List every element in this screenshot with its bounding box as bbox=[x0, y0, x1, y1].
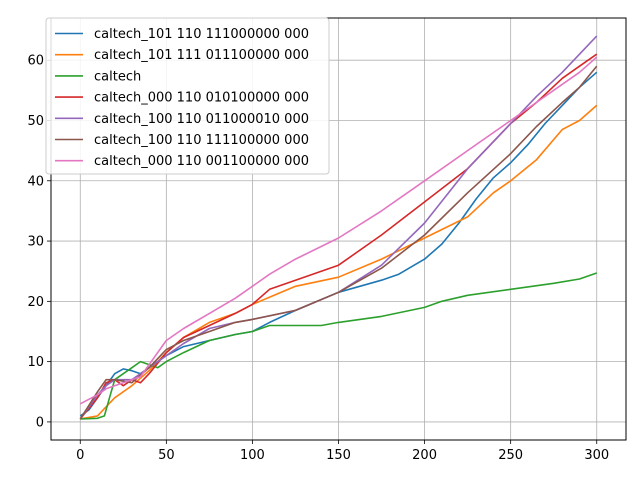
y-tick-label: 10 bbox=[27, 355, 44, 370]
y-axis: 0 10 20 30 40 50 60 bbox=[27, 54, 51, 430]
series-line-1 bbox=[79, 71, 598, 417]
legend-label-2: caltech_101 111 011100000 000 bbox=[94, 48, 309, 63]
series-line-2 bbox=[80, 104, 598, 420]
legend-label-7: caltech_000 110 001100000 000 bbox=[94, 154, 309, 169]
series-layer bbox=[79, 35, 598, 420]
y-tick-label: 0 bbox=[36, 415, 44, 430]
x-tick-label: 300 bbox=[584, 448, 609, 463]
x-tick-label: 0 bbox=[76, 448, 84, 463]
y-tick-label: 20 bbox=[27, 295, 44, 310]
y-tick-label: 30 bbox=[27, 235, 44, 250]
legend-label-4: caltech_000 110 010100000 000 bbox=[94, 91, 309, 106]
x-tick-label: 250 bbox=[498, 448, 523, 463]
y-tick-label: 60 bbox=[27, 54, 44, 69]
y-tick-label: 40 bbox=[27, 174, 44, 189]
x-axis: 0 50 100 150 200 250 300 bbox=[76, 440, 609, 463]
legend-label-5: caltech_100 110 011000010 000 bbox=[94, 112, 309, 127]
x-tick-label: 50 bbox=[158, 448, 175, 463]
legend-label-1: caltech_101 110 111000000 000 bbox=[94, 27, 309, 42]
y-tick-label: 50 bbox=[27, 114, 44, 129]
legend-label-6: caltech_100 110 111100000 000 bbox=[94, 133, 309, 148]
grid-lines bbox=[51, 18, 626, 440]
x-tick-label: 150 bbox=[326, 448, 351, 463]
legend-box bbox=[45, 17, 330, 175]
series-line-3 bbox=[80, 272, 597, 420]
x-tick-label: 100 bbox=[240, 448, 265, 463]
legend: caltech_101 110 111000000 000 caltech_101… bbox=[45, 17, 330, 175]
x-tick-label: 200 bbox=[412, 448, 437, 463]
legend-label-3: caltech bbox=[94, 69, 141, 84]
series-line-7 bbox=[79, 56, 598, 405]
series-line-6 bbox=[79, 65, 598, 420]
